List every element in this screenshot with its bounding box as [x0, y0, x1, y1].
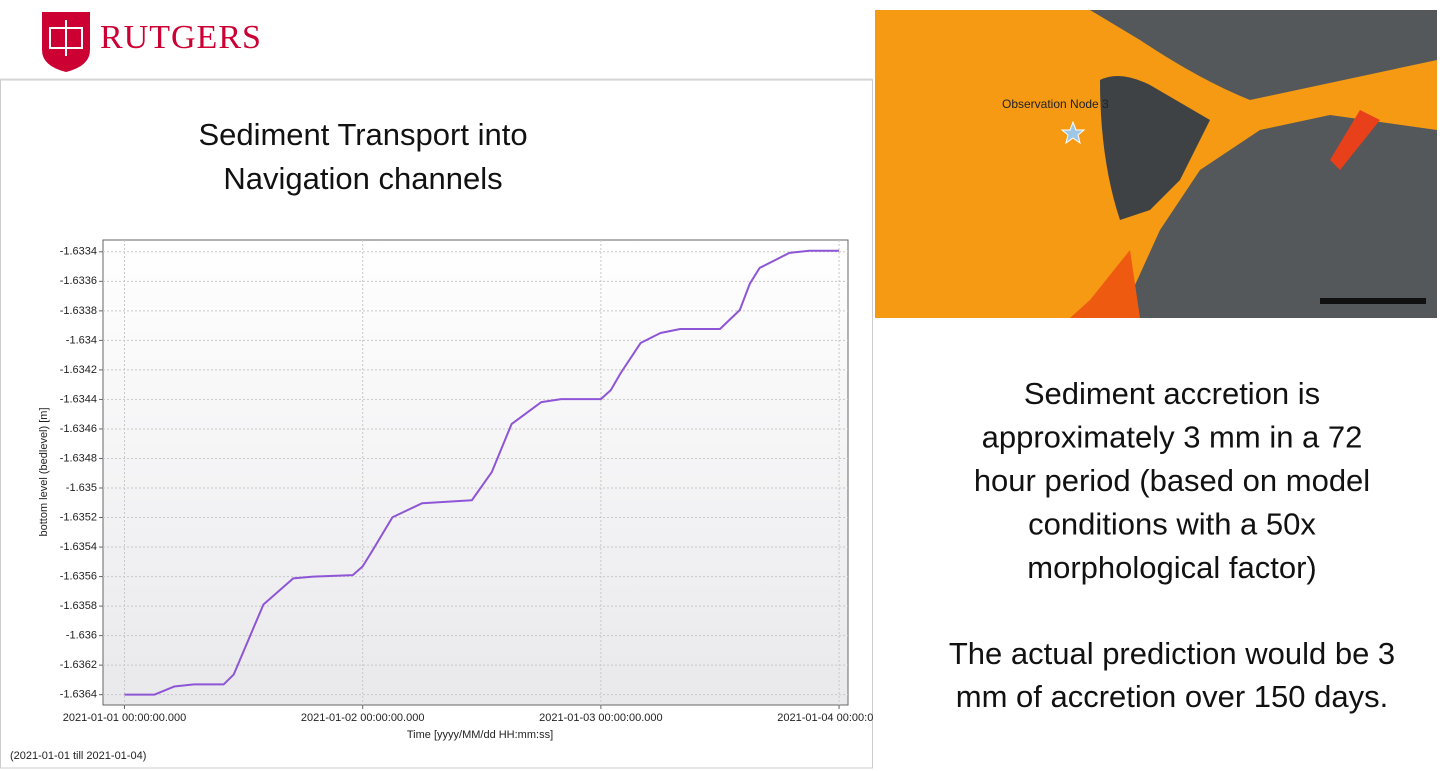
y-tick-label: -1.6336 — [60, 275, 97, 287]
body-text: Sediment accretion is — [1024, 376, 1320, 411]
y-tick-label: -1.636 — [66, 630, 97, 642]
brand: RUTGERS — [100, 19, 262, 56]
x-tick-label: 2021-01-02 00:00:00.000 — [301, 712, 425, 724]
y-tick-label: -1.6362 — [60, 659, 97, 671]
y-tick-label: -1.6334 — [60, 246, 97, 258]
slide-title: Sediment Transport into — [198, 117, 527, 152]
map — [875, 10, 1437, 318]
x-tick-label: 2021-01-01 00:00:00.000 — [63, 712, 187, 724]
y-tick-label: -1.6346 — [60, 423, 97, 435]
y-tick-label: -1.6356 — [60, 570, 97, 582]
y-tick-label: -1.6364 — [60, 689, 97, 701]
body-text: morphological factor) — [1027, 550, 1316, 585]
x-tick-label: 2021-01-04 00:00:00.000 — [777, 712, 901, 724]
y-tick-label: -1.634 — [66, 334, 97, 346]
body-text: The actual prediction would be 3 — [949, 636, 1395, 671]
y-tick-label: -1.6344 — [60, 393, 97, 405]
plot-area — [102, 239, 849, 706]
x-axis-label: Time [yyyy/MM/dd HH:mm:ss] — [407, 729, 553, 741]
chart-panel — [0, 79, 873, 769]
y-tick-label: -1.6354 — [60, 541, 97, 553]
footnote: (2021-01-01 till 2021-01-04) — [10, 750, 146, 762]
series-line — [124, 249, 840, 696]
body-text: hour period (based on model — [974, 463, 1370, 498]
y-tick-label: -1.635 — [66, 482, 97, 494]
body-text: conditions with a 50x — [1028, 507, 1316, 542]
slide-title: Navigation channels — [223, 161, 502, 196]
y-axis-label: bottom level (bedlevel) [m] — [38, 408, 50, 537]
map-label: Observation Node 3 — [1002, 97, 1109, 111]
y-tick-label: -1.6338 — [60, 305, 97, 317]
body-text: approximately 3 mm in a 72 — [982, 420, 1363, 455]
y-tick-label: -1.6342 — [60, 364, 97, 376]
body-text: mm of accretion over 150 days. — [956, 679, 1388, 714]
y-tick-label: -1.6352 — [60, 511, 97, 523]
x-tick-label: 2021-01-03 00:00:00.000 — [539, 712, 663, 724]
y-tick-label: -1.6348 — [60, 452, 97, 464]
logo — [42, 12, 90, 72]
y-tick-label: -1.6358 — [60, 600, 97, 612]
